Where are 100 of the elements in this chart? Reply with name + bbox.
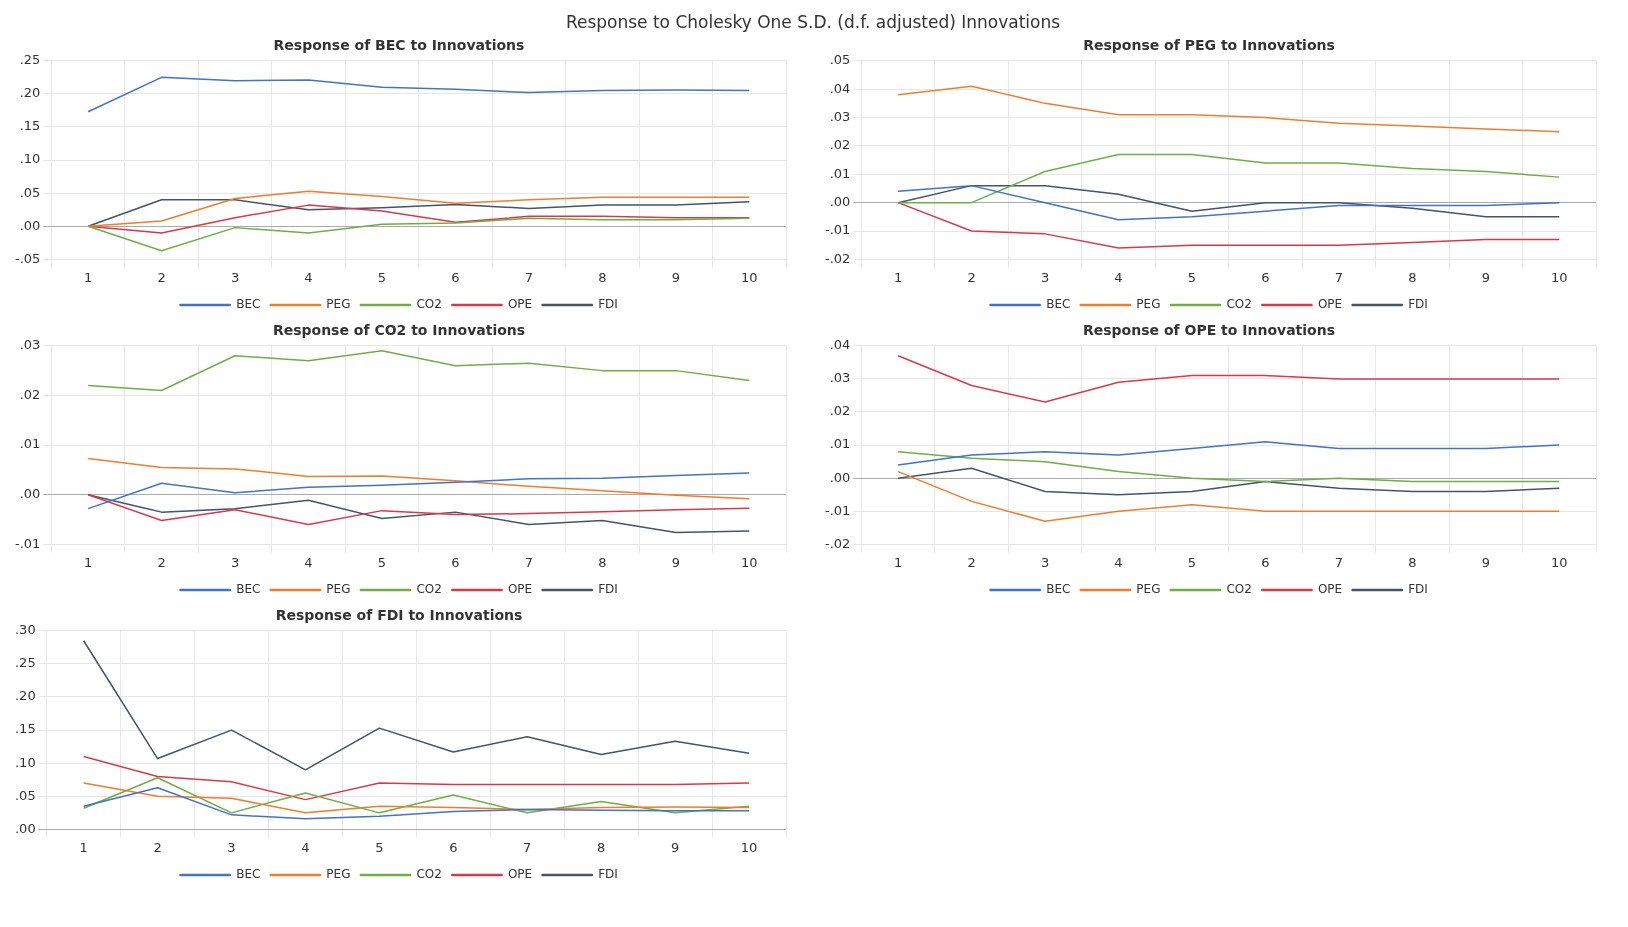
legend-label: FDI (598, 582, 618, 597)
x-tick-label: 8 (598, 269, 607, 285)
y-tick-label: -.01 (14, 535, 41, 551)
chart-title: Response of FDI to Innovations (275, 607, 523, 624)
legend-label: BEC (236, 867, 261, 882)
legend-label: CO2 (416, 867, 442, 882)
x-tick-label: 1 (79, 839, 88, 855)
x-tick-label: 10 (740, 554, 758, 570)
y-tick-label: -.02 (824, 250, 851, 266)
y-tick-label: .03 (19, 337, 41, 353)
x-tick-label: 6 (1261, 554, 1270, 570)
legend-label: BEC (1046, 582, 1071, 597)
legend-label: PEG (326, 297, 351, 312)
chart-title: Response of OPE to Innovations (1082, 322, 1336, 339)
legend-label: OPE (1317, 582, 1343, 597)
legend-label: BEC (236, 297, 261, 312)
x-tick-label: 4 (1114, 554, 1123, 570)
legend-label: FDI (598, 867, 618, 882)
x-tick-label: 4 (304, 554, 313, 570)
y-tick-label: .04 (829, 80, 851, 96)
x-tick-label: 10 (1550, 269, 1568, 285)
x-tick-label: 6 (449, 839, 458, 855)
legend-label: CO2 (416, 582, 442, 597)
x-tick-label: 8 (1408, 269, 1417, 285)
x-tick-label: 8 (1408, 554, 1417, 570)
y-tick-label: -.01 (824, 222, 851, 238)
x-tick-label: 9 (671, 269, 680, 285)
x-tick-label: 4 (301, 839, 310, 855)
x-tick-label: 6 (451, 269, 460, 285)
x-tick-label: 7 (524, 269, 534, 285)
y-tick-label: .00 (14, 820, 36, 836)
y-tick-label: -.05 (14, 250, 41, 266)
x-tick-label: 1 (83, 554, 93, 570)
x-tick-label: 3 (230, 269, 240, 285)
legend-label: FDI (1408, 582, 1428, 597)
y-tick-label: .03 (829, 108, 851, 124)
legend-label: OPE (507, 582, 533, 597)
y-tick-label: .00 (829, 469, 851, 485)
legend-label: PEG (1136, 297, 1161, 312)
y-tick-label: .05 (829, 52, 851, 68)
y-tick-label: .10 (14, 754, 36, 770)
y-tick-label: .00 (19, 486, 41, 502)
x-tick-label: 5 (375, 839, 384, 855)
x-tick-label: 5 (377, 269, 387, 285)
x-tick-label: 3 (227, 839, 236, 855)
legend-label: CO2 (416, 297, 442, 312)
x-tick-label: 9 (670, 839, 680, 855)
legend-label: BEC (1046, 297, 1071, 312)
y-tick-label: .30 (14, 622, 36, 638)
y-tick-label: -.02 (824, 535, 851, 551)
y-tick-label: .00 (829, 194, 851, 210)
text: Response to Cholesky One S.D. (d.f. adjusted) Innovations (564, 11, 1062, 34)
legend-label: PEG (326, 867, 351, 882)
legend-label: FDI (1408, 297, 1428, 312)
x-tick-label: 2 (157, 554, 166, 570)
x-tick-label: 8 (597, 839, 606, 855)
y-tick-label: .02 (829, 403, 851, 419)
y-tick-label: .02 (19, 386, 41, 402)
y-tick-label: .02 (829, 137, 851, 153)
x-tick-label: 5 (1187, 269, 1197, 285)
y-tick-label: .15 (19, 118, 41, 134)
legend-label: FDI (598, 297, 618, 312)
x-tick-label: 2 (153, 839, 162, 855)
x-tick-label: 6 (451, 554, 460, 570)
x-tick-label: 2 (967, 554, 976, 570)
x-tick-label: 7 (1334, 269, 1344, 285)
x-tick-label: 3 (230, 554, 240, 570)
x-tick-label: 7 (1334, 554, 1344, 570)
x-tick-label: 9 (671, 554, 680, 570)
y-tick-label: .01 (829, 436, 851, 452)
x-tick-label: 3 (1040, 554, 1050, 570)
x-tick-label: 1 (893, 269, 903, 285)
legend-label: OPE (1317, 297, 1343, 312)
y-tick-label: .01 (19, 436, 41, 452)
x-tick-label: 2 (967, 269, 976, 285)
legend-label: OPE (507, 297, 533, 312)
x-tick-label: 10 (740, 269, 758, 285)
x-tick-label: 10 (740, 839, 758, 855)
y-tick-label: .00 (19, 217, 41, 233)
y-tick-label: .25 (14, 655, 36, 671)
y-tick-label: -.01 (824, 502, 851, 518)
y-tick-label: .10 (19, 151, 41, 167)
x-tick-label: 1 (893, 554, 903, 570)
x-tick-label: 4 (304, 269, 313, 285)
x-tick-label: 5 (1187, 554, 1197, 570)
y-tick-label: .25 (19, 52, 41, 68)
x-tick-label: 9 (1481, 554, 1490, 570)
legend-label: CO2 (1226, 582, 1252, 597)
x-tick-label: 10 (1550, 554, 1568, 570)
legend-label: PEG (326, 582, 351, 597)
x-tick-label: 1 (83, 269, 93, 285)
x-tick-label: 4 (1114, 269, 1123, 285)
y-tick-label: .04 (829, 337, 851, 353)
x-tick-label: 7 (523, 839, 532, 855)
x-tick-label: 3 (1040, 269, 1050, 285)
legend-label: CO2 (1226, 297, 1252, 312)
x-tick-label: 5 (377, 554, 387, 570)
legend-label: BEC (236, 582, 261, 597)
x-tick-label: 8 (598, 554, 607, 570)
chart-title: Response of CO2 to Innovations (272, 322, 526, 339)
